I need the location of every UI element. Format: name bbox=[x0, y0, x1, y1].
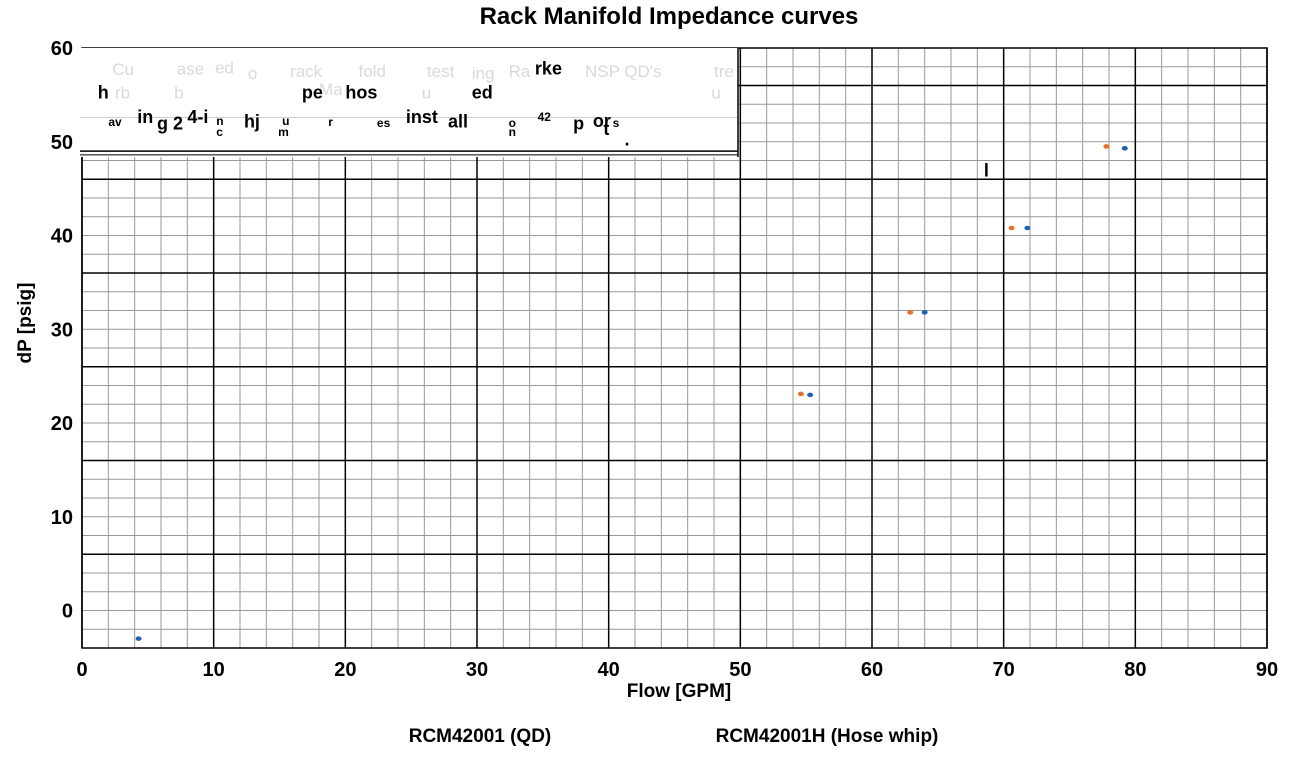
annotation-text-fragment: c bbox=[216, 125, 223, 139]
annotation-ghost-fragment: o bbox=[248, 64, 257, 83]
data-point-qd bbox=[1122, 146, 1128, 151]
annotation-text-fragment: 4-i bbox=[187, 107, 208, 127]
y-axis-label: dP [psig] bbox=[15, 283, 36, 364]
x-tick-label: 0 bbox=[76, 659, 87, 681]
annotation-ghost-fragment: tre bbox=[714, 62, 734, 81]
y-tick-label: 30 bbox=[51, 319, 73, 341]
y-tick-label: 20 bbox=[51, 413, 73, 435]
annotation-ghost-fragment: u bbox=[711, 84, 720, 103]
annotation-ghost-fragment: ing bbox=[472, 64, 495, 83]
annotation-text-fragment: h bbox=[98, 83, 109, 103]
legend-entry-qd: RCM42001 (QD) bbox=[409, 726, 552, 747]
annotation-text-fragment: . bbox=[624, 130, 629, 150]
annotation-text-fragment: all bbox=[448, 112, 468, 132]
annotation-text-fragment: pe bbox=[302, 83, 323, 103]
data-point-hose-whip bbox=[1009, 226, 1015, 231]
annotation-text-fragment: in bbox=[137, 107, 153, 127]
annotation-text-fragment: 42 bbox=[538, 110, 552, 124]
annotation-ghost-fragment: fold bbox=[359, 62, 386, 81]
x-tick-label: 30 bbox=[466, 659, 488, 681]
y-tick-label: 40 bbox=[51, 226, 73, 248]
annotation-ghost-fragment: rb bbox=[115, 84, 130, 103]
x-tick-label: 20 bbox=[334, 659, 356, 681]
x-tick-label: 90 bbox=[1256, 659, 1278, 681]
annotation-text-fragment: n bbox=[509, 125, 516, 139]
annotation-ghost-fragment: NSP QD's bbox=[585, 62, 662, 81]
annotation-ghost-fragment: u bbox=[422, 84, 431, 103]
data-point-hose-whip bbox=[907, 310, 913, 315]
annotation-text-fragment: t bbox=[603, 119, 609, 139]
annotation-text-fragment: av bbox=[108, 115, 122, 129]
data-point-qd bbox=[922, 310, 928, 315]
data-point-qd bbox=[1024, 226, 1030, 231]
annotation-ghost-fragment: ed bbox=[215, 58, 234, 77]
x-tick-label: 10 bbox=[203, 659, 225, 681]
annotation-ghost-fragment: Cu bbox=[112, 60, 134, 79]
data-point-qd bbox=[136, 636, 142, 641]
data-point-qd bbox=[807, 393, 813, 398]
x-tick-label: 70 bbox=[993, 659, 1015, 681]
annotation-text-fragment: inst bbox=[406, 107, 438, 127]
annotation-ghost-fragment: b bbox=[174, 84, 183, 103]
x-tick-label: 80 bbox=[1124, 659, 1146, 681]
chart-title: Rack Manifold Impedance curves bbox=[480, 3, 859, 30]
annotation-ghost-fragment: rack bbox=[290, 62, 323, 81]
x-axis-label: Flow [GPM] bbox=[627, 681, 731, 702]
annotation-text-fragment: p bbox=[573, 114, 584, 134]
data-points bbox=[136, 144, 1128, 641]
x-tick-label: 60 bbox=[861, 659, 883, 681]
y-tick-label: 0 bbox=[62, 601, 73, 623]
y-tick-label: 50 bbox=[51, 132, 73, 154]
annotation-text-fragment: ed bbox=[472, 83, 493, 103]
annotation-text-fragment: g 2 bbox=[157, 114, 183, 134]
annotation-ghost-fragment: Ra bbox=[509, 62, 531, 81]
y-tick-label: 10 bbox=[51, 507, 73, 529]
annotation-text-fragment: hos bbox=[345, 83, 377, 103]
annotation-text-fragment: rke bbox=[535, 58, 562, 78]
data-point-hose-whip bbox=[1103, 144, 1109, 149]
annotation-ghost-fragment: test bbox=[427, 62, 455, 81]
x-tick-label: 40 bbox=[598, 659, 620, 681]
annotation-text-fragment: s bbox=[613, 116, 620, 130]
annotation-text-fragment: es bbox=[377, 116, 391, 130]
annotation-text-fragment: l bbox=[984, 160, 989, 180]
x-tick-label: 50 bbox=[729, 659, 751, 681]
legend-entry-hose-whip: RCM42001H (Hose whip) bbox=[716, 726, 939, 747]
annotation-text-fragment: m bbox=[278, 125, 289, 139]
annotation-ghost-fragment: ase bbox=[177, 59, 204, 78]
y-tick-label: 60 bbox=[51, 38, 73, 60]
data-point-hose-whip bbox=[798, 392, 804, 397]
annotation-text-fragment: r bbox=[328, 115, 333, 129]
annotation-text-fragment: hj bbox=[244, 112, 260, 132]
